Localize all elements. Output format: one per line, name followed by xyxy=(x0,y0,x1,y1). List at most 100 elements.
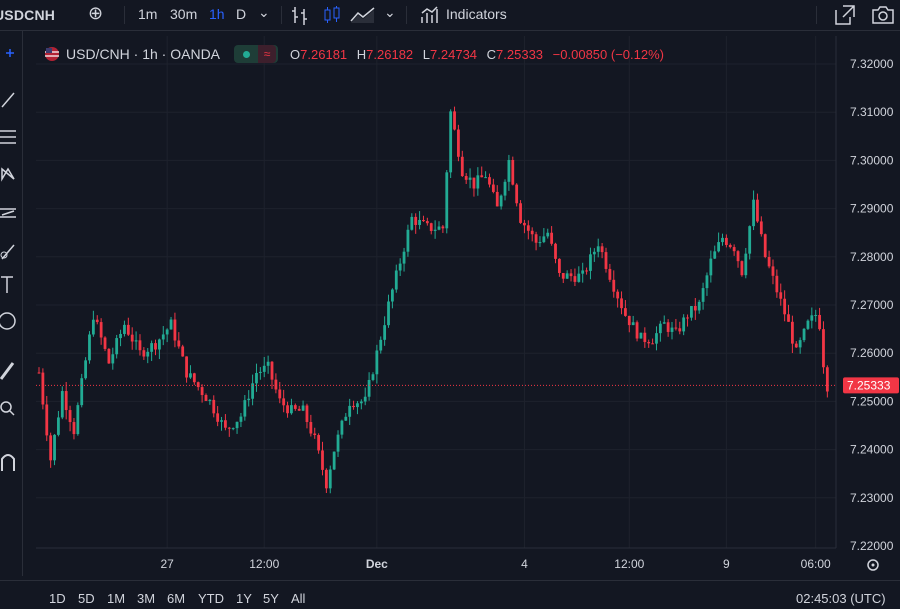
forecast-icon[interactable] xyxy=(0,208,16,218)
candle-body xyxy=(464,176,468,180)
divider xyxy=(124,6,125,24)
smiley-icon[interactable] xyxy=(0,312,16,330)
range-6m[interactable]: 6M xyxy=(167,591,186,606)
candle-body xyxy=(771,266,775,276)
price-tick-label: 7.27000 xyxy=(850,298,894,312)
range-all[interactable]: All xyxy=(291,591,306,606)
candle-body xyxy=(72,422,76,435)
ruler-icon[interactable] xyxy=(0,362,15,380)
candle-body xyxy=(45,404,49,436)
candle-body xyxy=(476,175,480,189)
candle-body xyxy=(631,322,635,326)
drawing-tools xyxy=(0,49,16,471)
candle-body xyxy=(231,428,235,430)
candle-body xyxy=(740,261,744,276)
price-tick-label: 7.28000 xyxy=(850,250,894,264)
candle-body xyxy=(301,405,305,411)
add-symbol-icon[interactable]: ⊕ xyxy=(88,3,104,23)
candle-body xyxy=(49,435,53,461)
candle-body xyxy=(806,320,810,329)
candle-body xyxy=(196,382,200,388)
candle-body xyxy=(752,199,755,227)
brush-icon[interactable] xyxy=(0,244,15,260)
candle-body xyxy=(134,340,138,342)
clock: 02:45:03 (UTC) xyxy=(796,591,886,606)
legend-title[interactable]: USD/CNH · 1h · OANDA xyxy=(66,46,221,62)
low-value: 7.24734 xyxy=(430,46,478,62)
bar-chart-icon[interactable] xyxy=(291,5,309,25)
interval-1h[interactable]: 1h xyxy=(209,6,225,22)
candles-icon[interactable] xyxy=(322,5,342,25)
candle-body xyxy=(80,378,84,406)
candle-body xyxy=(270,361,274,380)
chevron-down-icon[interactable]: ⌄ xyxy=(258,4,270,20)
trend-line-icon[interactable] xyxy=(1,92,15,108)
candle-body xyxy=(243,400,247,417)
indicators-button[interactable]: Indicators xyxy=(446,6,507,22)
candle-body xyxy=(84,360,88,379)
candle-body xyxy=(332,451,336,470)
magnet-icon[interactable] xyxy=(1,454,15,471)
candle-body xyxy=(138,340,142,351)
candle-body xyxy=(379,339,383,351)
candle-body xyxy=(99,322,103,338)
pattern-icon[interactable] xyxy=(1,167,15,182)
candle-body xyxy=(561,272,565,279)
camera-icon[interactable] xyxy=(871,4,895,26)
candle-body xyxy=(457,129,460,157)
candle-body xyxy=(286,405,289,414)
candle-body xyxy=(402,251,406,264)
candle-body xyxy=(565,273,569,279)
candle-body xyxy=(169,319,173,330)
candle-body xyxy=(460,156,464,177)
indicators-icon[interactable] xyxy=(420,5,440,25)
candle-body xyxy=(317,435,321,451)
candle-body xyxy=(126,324,130,335)
symbol-search[interactable]: USDCNH xyxy=(0,7,56,23)
crosshair-icon[interactable] xyxy=(6,49,14,57)
candle-body xyxy=(554,243,557,259)
candle-body xyxy=(721,237,724,243)
zoom-icon[interactable] xyxy=(0,401,15,416)
candle-body xyxy=(192,373,196,383)
chevron-down-icon[interactable]: ⌄ xyxy=(384,4,396,20)
settings-gear-icon[interactable] xyxy=(867,559,879,571)
candle-body xyxy=(577,273,581,282)
candle-body xyxy=(173,319,177,341)
candle-body xyxy=(64,391,68,411)
candle-body xyxy=(425,221,429,224)
interval-1m[interactable]: 1m xyxy=(138,6,158,22)
candle-body xyxy=(185,356,188,378)
candle-body xyxy=(620,298,623,309)
candle-body xyxy=(344,416,348,421)
range-1m[interactable]: 1M xyxy=(107,591,126,606)
candle-body xyxy=(647,342,651,344)
candle-body xyxy=(418,220,421,225)
candle-body xyxy=(670,327,674,332)
range-1d[interactable]: 1D xyxy=(49,591,66,606)
range-5y[interactable]: 5Y xyxy=(263,591,279,606)
candle-body xyxy=(394,270,398,290)
candle-body xyxy=(348,405,352,417)
area-chart-icon[interactable] xyxy=(350,5,376,25)
candle-body xyxy=(305,405,309,423)
range-ytd[interactable]: YTD xyxy=(198,591,224,606)
range-1y[interactable]: 1Y xyxy=(236,591,252,606)
range-5d[interactable]: 5D xyxy=(78,591,95,606)
candle-body xyxy=(68,410,72,423)
text-icon[interactable] xyxy=(1,276,13,293)
candle-body xyxy=(557,258,561,273)
fib-icon[interactable] xyxy=(0,130,16,144)
interval-D[interactable]: D xyxy=(236,6,247,22)
candle-body xyxy=(57,417,60,435)
candle-body xyxy=(736,251,740,262)
interval-30m[interactable]: 30m xyxy=(170,6,198,22)
candle-body xyxy=(91,319,95,335)
range-3m[interactable]: 3M xyxy=(137,591,156,606)
fullscreen-icon[interactable] xyxy=(834,4,856,26)
candle-body xyxy=(783,298,787,315)
candle-body xyxy=(814,314,818,316)
candle-body xyxy=(530,230,534,235)
price-chart[interactable]: 7.32000 7.31000 7.30000 7.29000 7.28000 7.270… xyxy=(0,0,900,580)
market-status-badge[interactable]: ≈ xyxy=(234,45,279,63)
